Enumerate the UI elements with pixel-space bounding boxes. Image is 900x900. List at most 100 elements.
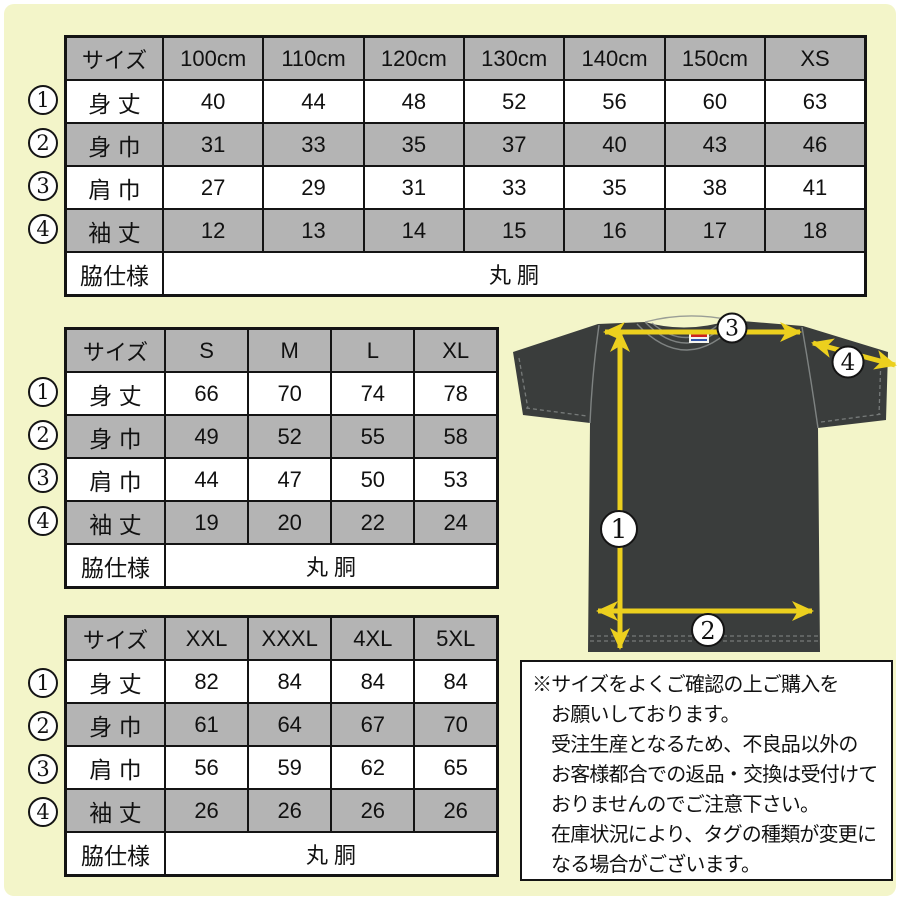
body-length-marker: 1 xyxy=(610,515,627,546)
measure-label: 身 丈 xyxy=(64,79,164,124)
measure-value: 84 xyxy=(247,659,333,704)
size-column-header: 140cm xyxy=(563,35,666,81)
measure-value: 29 xyxy=(262,165,365,210)
measure-row: 袖 丈 26 26 26 26 xyxy=(64,788,499,833)
measure-value: 55 xyxy=(330,414,416,459)
measure-value: 44 xyxy=(163,457,250,502)
notice-line: なる場合がございます。 xyxy=(551,854,761,876)
measure-value: 56 xyxy=(563,79,666,124)
header-row: サイズ 100cm 110cm 120cm 130cm 140cm 150cm XS xyxy=(64,35,867,81)
measure-value: 22 xyxy=(330,500,416,545)
measure-label: 身 丈 xyxy=(64,371,166,416)
measure-label: 袖 丈 xyxy=(64,208,164,253)
measure-value: 66 xyxy=(163,371,250,416)
measure-value: 17 xyxy=(663,208,767,253)
header-row: サイズ XXL XXXL 4XL 5XL xyxy=(64,615,499,661)
size-column-header: 4XL xyxy=(330,615,416,661)
measure-row: 肩 巾 27 29 31 33 35 38 41 xyxy=(64,165,867,210)
size-column-header: 130cm xyxy=(463,35,566,81)
measure-value: 33 xyxy=(262,122,365,167)
size-column-header: 5XL xyxy=(413,615,499,661)
measure-value: 84 xyxy=(330,659,416,704)
measure-value: 26 xyxy=(163,788,250,833)
measure-value: 53 xyxy=(413,457,499,502)
side-spec-label: 脇仕様 xyxy=(64,251,164,297)
marker-shoulder-width: 3 xyxy=(28,171,58,201)
measure-value: 31 xyxy=(161,122,265,167)
measure-value: 63 xyxy=(764,79,867,124)
sleeve-length-marker-circle xyxy=(831,345,865,379)
measure-value: 52 xyxy=(463,79,566,124)
measure-value: 60 xyxy=(663,79,767,124)
measure-row: 身 巾 49 52 55 58 xyxy=(64,414,499,459)
size-header-cell: サイズ xyxy=(64,35,164,81)
measure-value: 49 xyxy=(163,414,250,459)
measure-value: 78 xyxy=(413,371,499,416)
notice-line: お願いしております。 xyxy=(551,704,741,726)
measure-value: 82 xyxy=(163,659,250,704)
measure-value: 33 xyxy=(463,165,566,210)
marker-body-width: 2 xyxy=(28,420,58,450)
measure-value: 38 xyxy=(663,165,767,210)
measure-row: 身 丈 82 84 84 84 xyxy=(64,659,499,704)
measure-value: 74 xyxy=(330,371,416,416)
body-length-marker-circle xyxy=(600,510,638,548)
shoulder-width-marker-circle xyxy=(716,312,748,344)
measure-value: 13 xyxy=(262,208,365,253)
notice-line: 在庫状況により、タグの種類が変更に xyxy=(551,824,877,846)
measure-label: 身 巾 xyxy=(64,414,166,459)
notice-line: ※サイズをよくご確認の上ご購入を xyxy=(532,674,839,696)
notice-line: お客様都合での返品・交換は受付けて xyxy=(551,764,878,786)
body-width-marker-circle xyxy=(691,613,725,647)
measure-value: 64 xyxy=(247,702,333,747)
measure-value: 43 xyxy=(663,122,767,167)
size-table-s-xl: サイズ S M L XL 身 丈 66 70 74 78 身 巾 49 52 55 58 肩 巾 44 47 50 5… xyxy=(64,327,499,589)
size-column-header: XXL xyxy=(163,615,250,661)
measure-value: 44 xyxy=(262,79,365,124)
marker-sleeve-length: 4 xyxy=(28,214,58,244)
tshirt-measurement-diagram: 3 4 1 2 xyxy=(513,312,897,652)
measure-row: 身 巾 61 64 67 70 xyxy=(64,702,499,747)
tshirt-silhouette xyxy=(513,320,888,652)
size-column-header: L xyxy=(330,327,416,373)
measure-value: 58 xyxy=(413,414,499,459)
measure-value: 20 xyxy=(247,500,333,545)
measure-value: 26 xyxy=(330,788,416,833)
measure-value: 52 xyxy=(247,414,333,459)
measure-value: 46 xyxy=(764,122,867,167)
size-column-header: XS xyxy=(764,35,867,81)
size-header-cell: サイズ xyxy=(64,327,166,373)
measure-value: 67 xyxy=(330,702,416,747)
measure-value: 56 xyxy=(163,745,250,790)
marker-shoulder-width: 3 xyxy=(28,463,58,493)
measure-value: 27 xyxy=(161,165,265,210)
measure-value: 31 xyxy=(362,165,466,210)
marker-sleeve-length: 4 xyxy=(28,506,58,536)
measure-label: 身 丈 xyxy=(64,659,166,704)
measure-value: 26 xyxy=(247,788,333,833)
measure-value: 59 xyxy=(247,745,333,790)
measure-label: 袖 丈 xyxy=(64,788,166,833)
measure-value: 14 xyxy=(362,208,466,253)
measure-value: 84 xyxy=(413,659,499,704)
size-header-cell: サイズ xyxy=(64,615,166,661)
marker-body-length: 1 xyxy=(28,377,58,407)
measure-value: 24 xyxy=(413,500,499,545)
measure-label: 身 巾 xyxy=(64,122,164,167)
notice-line: 受注生産となるため、不良品以外の xyxy=(551,734,858,756)
measure-value: 70 xyxy=(247,371,333,416)
measure-value: 35 xyxy=(563,165,666,210)
notice-line: おりませんのでご注意下さい。 xyxy=(551,794,820,816)
size-column-header: 150cm xyxy=(663,35,767,81)
measure-value: 65 xyxy=(413,745,499,790)
size-column-header: S xyxy=(163,327,250,373)
measure-row: 肩 巾 44 47 50 53 xyxy=(64,457,499,502)
measure-row: 肩 巾 56 59 62 65 xyxy=(64,745,499,790)
measure-value: 40 xyxy=(161,79,265,124)
measure-row: 袖 丈 19 20 22 24 xyxy=(64,500,499,545)
header-row: サイズ S M L XL xyxy=(64,327,499,373)
size-column-header: XXXL xyxy=(247,615,333,661)
marker-body-length: 1 xyxy=(28,668,58,698)
diagram-markers: 3 4 1 2 xyxy=(600,312,865,647)
